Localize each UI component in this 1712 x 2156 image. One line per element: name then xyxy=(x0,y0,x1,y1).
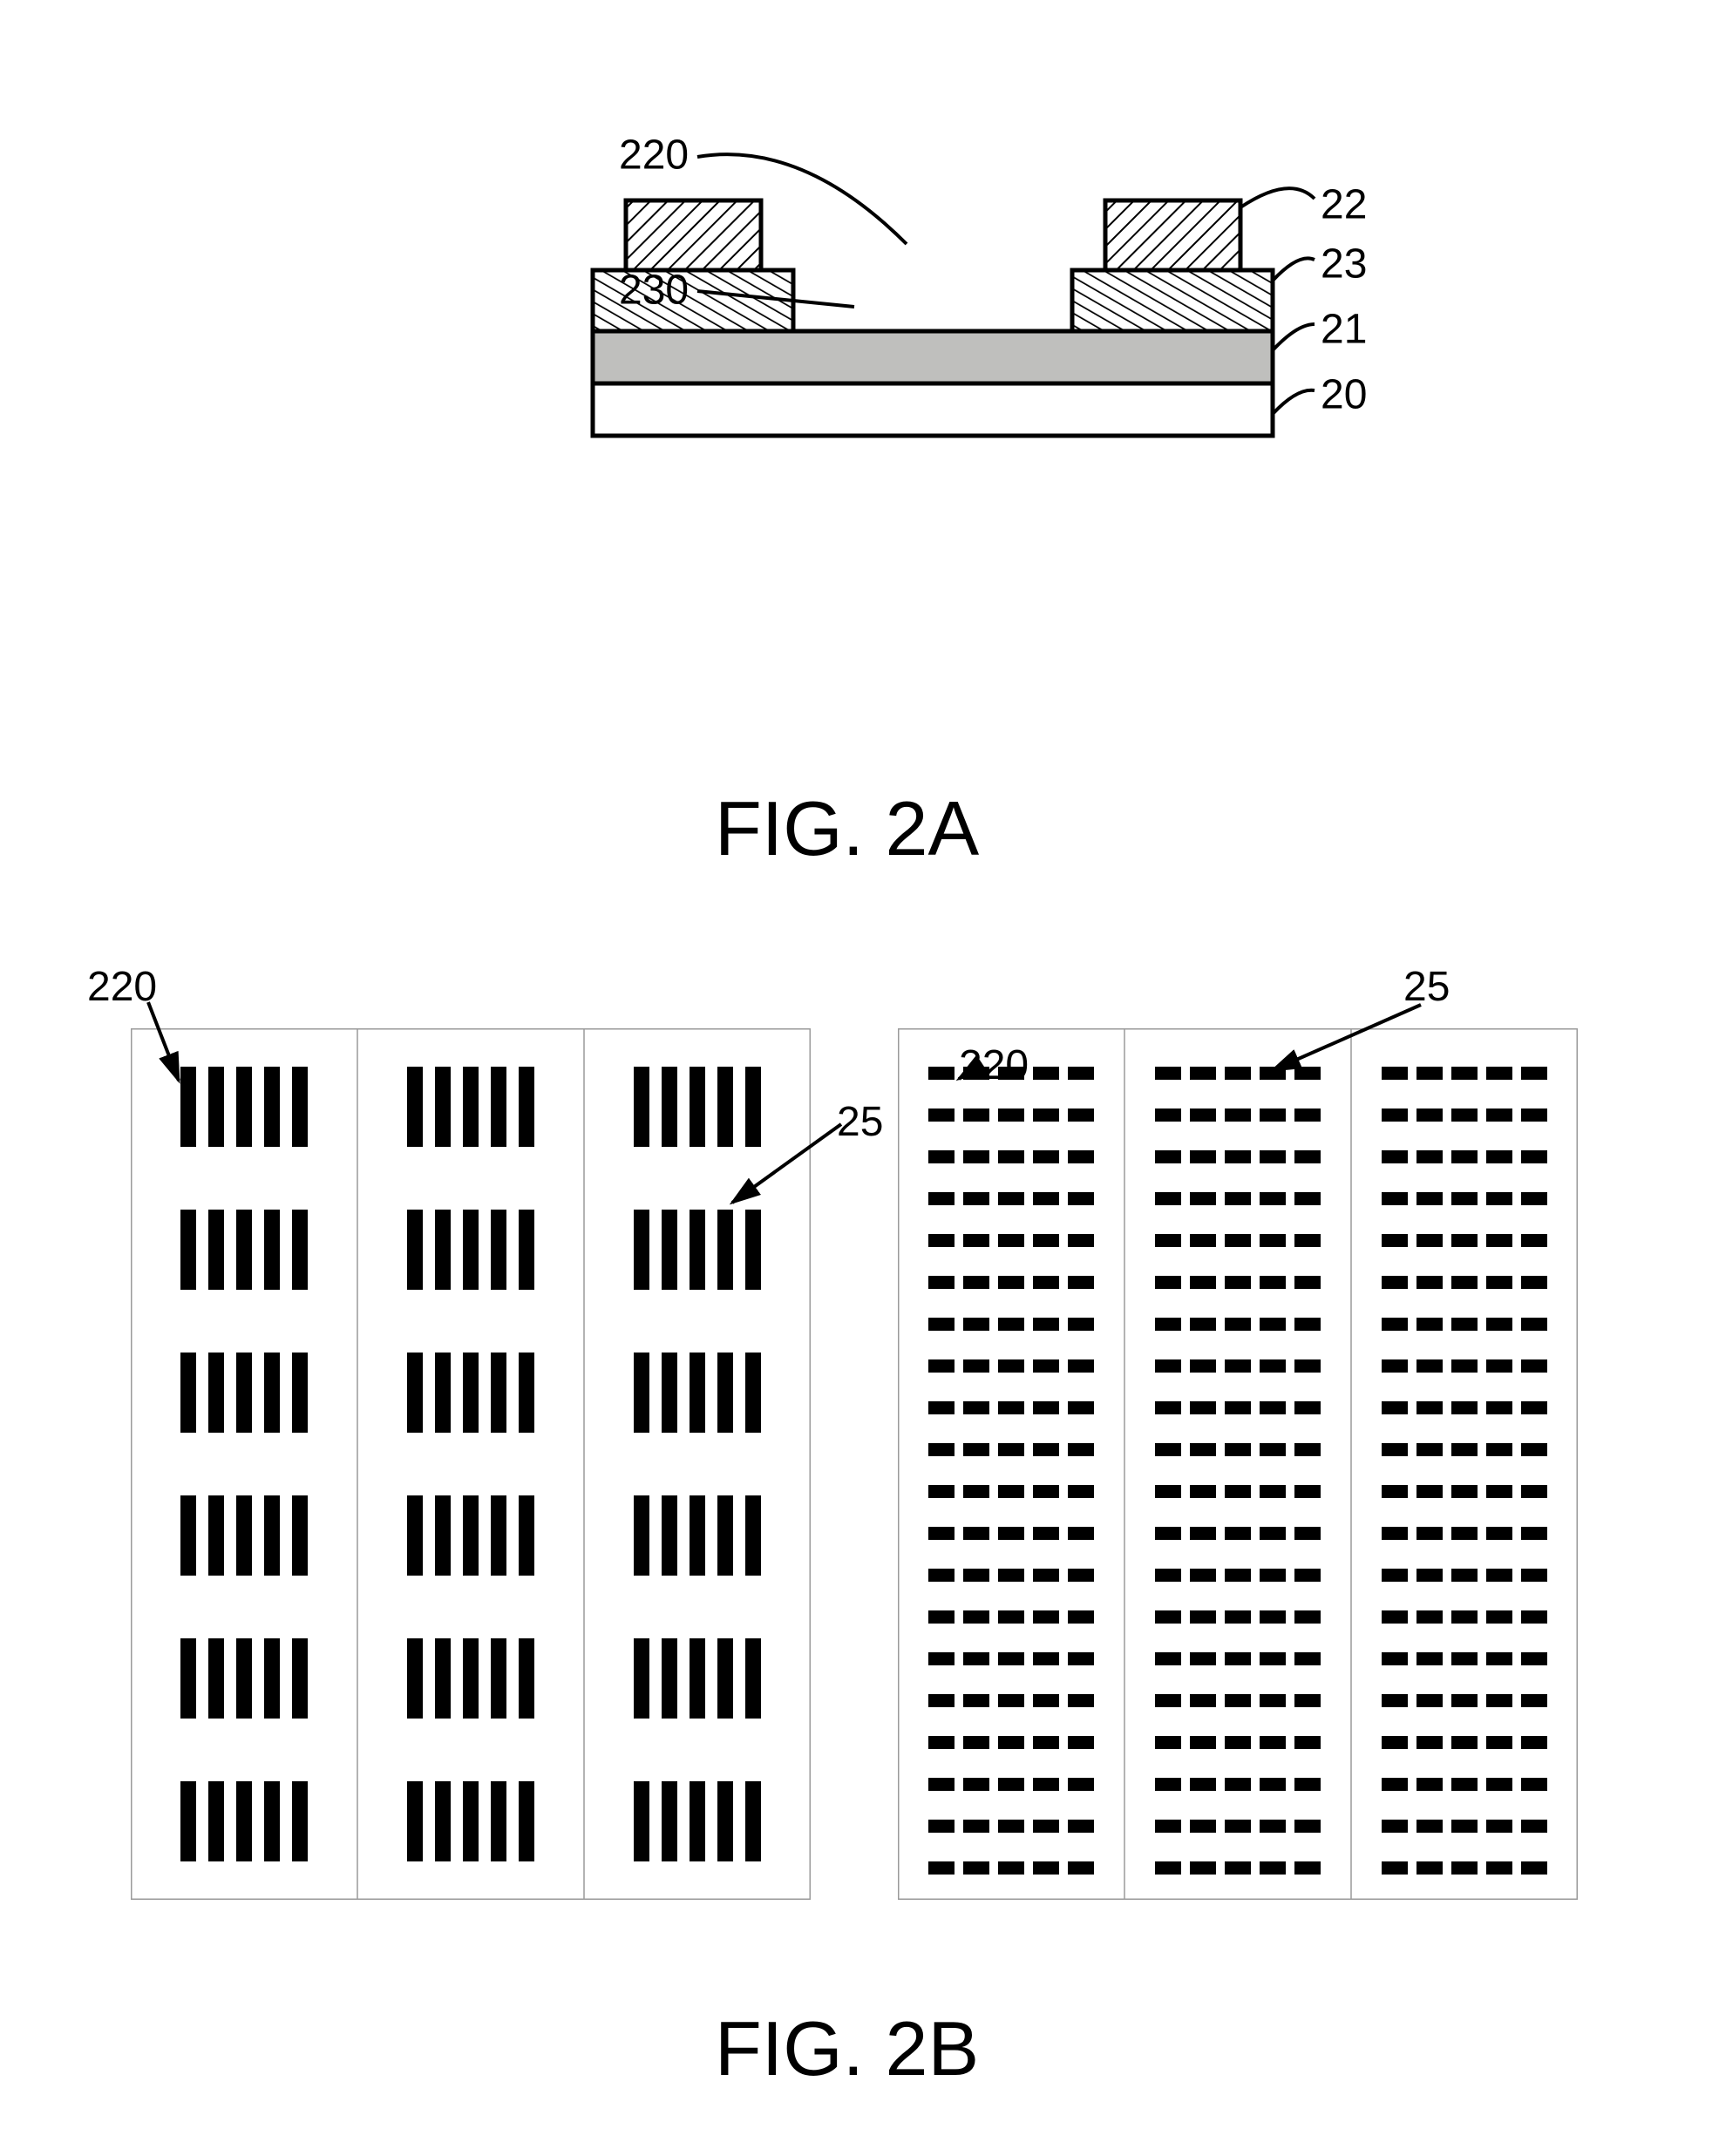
svg-text:20: 20 xyxy=(1321,371,1367,417)
svg-text:21: 21 xyxy=(1321,306,1367,352)
label-25-right: 25 xyxy=(1403,963,1450,1011)
fig-2b-left-panel xyxy=(131,1028,811,1900)
svg-text:22: 22 xyxy=(1321,181,1367,227)
label-25-left: 25 xyxy=(837,1098,883,1146)
label-220-left: 220 xyxy=(87,963,157,1011)
svg-text:220: 220 xyxy=(619,132,689,178)
fig-2a-title: FIG. 2A xyxy=(715,784,979,873)
label-220-right: 220 xyxy=(959,1041,1029,1089)
fig-2a-svg: 220 230 22 23 21 20 xyxy=(366,87,1395,575)
svg-text:230: 230 xyxy=(619,267,689,313)
fig-2b-title: FIG. 2B xyxy=(715,2004,979,2093)
fig-2b-right-panel xyxy=(898,1028,1578,1900)
svg-text:23: 23 xyxy=(1321,241,1367,287)
